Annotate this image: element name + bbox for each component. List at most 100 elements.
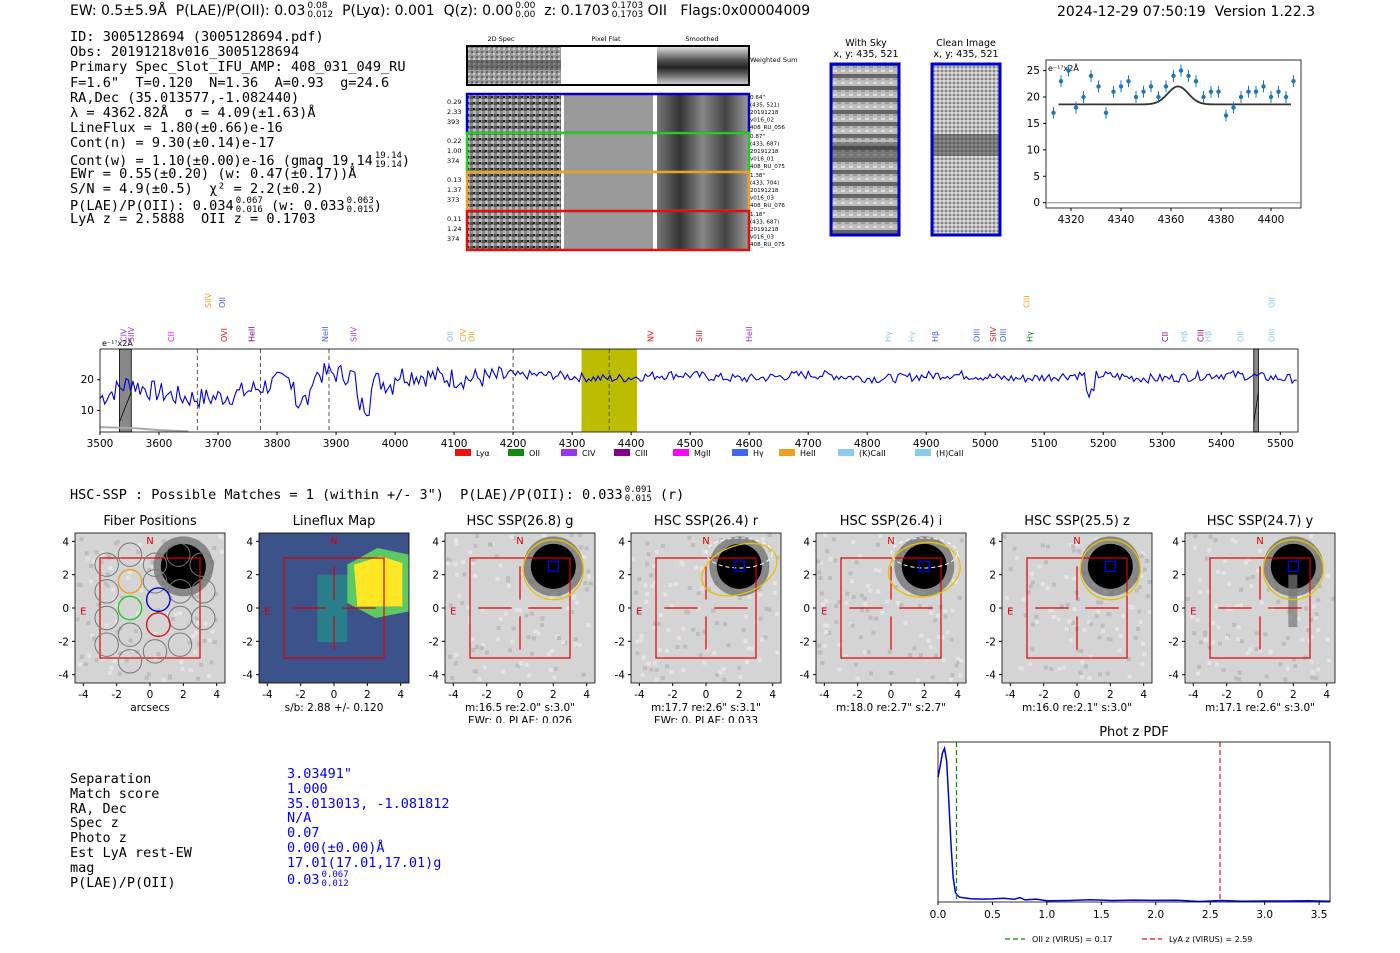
panel-title: HSC SSP(26.8) g: [466, 514, 573, 529]
linefit-point: [1148, 84, 1154, 89]
panel-xtick: 0: [147, 689, 154, 701]
label-plae: P(LAE)/P(OII): [70, 874, 176, 891]
east-label: E: [821, 607, 827, 618]
linefit-point: [1088, 73, 1094, 79]
sky-cutouts: [829, 62, 1002, 237]
panel-xtick: 4: [213, 689, 220, 701]
panel-ytick: 4: [246, 536, 253, 548]
spec2d-row-stat: 0.13: [447, 176, 461, 184]
line-label: HeII: [745, 326, 754, 342]
image-panels: Fiber Positions N E -4 -4 -2 -2 0 0 2 2 4 4 arcsecs Li…: [59, 514, 1336, 723]
linefit-point: [1291, 78, 1296, 84]
lambda-sigma: λ = 4362.82Å σ = 4.09(±1.63)Å: [70, 104, 316, 121]
legend-swatch: [508, 449, 524, 456]
line-label: OII: [468, 331, 477, 342]
panel-xtick: -2: [852, 689, 862, 701]
photoz-xtick: 1.5: [1093, 909, 1110, 921]
panel-ytick: 2: [432, 570, 439, 582]
linefit-point: [1051, 110, 1056, 116]
spec2d-row: 0.29 2.33 393 0.64" (435, 521)20191218 v016_0…: [447, 92, 785, 135]
legend-label: Hγ: [753, 449, 764, 458]
line-label: SiIV: [204, 292, 213, 308]
spectrum-ytick: 10: [81, 405, 94, 417]
line-label: OII: [218, 297, 227, 308]
panel-xtick: 2: [736, 689, 743, 701]
spec2d-row-meta: 1.38": [750, 173, 765, 179]
panel-caption: arcsecs: [130, 702, 169, 714]
value-plae: 0.03 0.067 0.012: [287, 869, 349, 889]
fiber-circle: [145, 587, 171, 613]
panel-ytick: -4: [59, 670, 70, 682]
linefit-point: [1081, 94, 1086, 100]
spec2d-row-meta: 20191218: [750, 188, 779, 194]
spec2d-row-meta: 408_RU_075: [750, 242, 785, 248]
photoz-xtick: 3.5: [1311, 909, 1328, 921]
legend-swatch: [779, 449, 795, 456]
source-ellipse: [1262, 539, 1324, 601]
weighted-sum-row: Weighted Sum: [466, 45, 797, 86]
line-label: OIII: [972, 329, 981, 342]
spec2d-row-meta: 1.18": [750, 212, 765, 218]
photoz-title: Phot z PDF: [1099, 725, 1169, 740]
panel-xtick: 2: [550, 689, 557, 701]
linefit-point: [1058, 78, 1064, 84]
catalog-marker: [1104, 560, 1116, 572]
spec2d-row-meta: v016_03: [750, 235, 774, 241]
match-labels: Separation Match score RA, Dec Spec z Ph…: [70, 772, 192, 890]
label-spec-z: Spec z: [70, 815, 119, 832]
linefit-ytick: 25: [1027, 65, 1040, 77]
observation: Obs: 20191218v016_3005128694: [70, 44, 300, 61]
panel-xtick: 0: [517, 689, 524, 701]
spec2d-row-meta: (433, 687): [750, 142, 779, 148]
spectrum-xtick: 3800: [264, 438, 291, 450]
image-panel: HSC SSP(26.8) g N E -4 -4 -2 -2 0 0 2 2 4 4 m:16.5 re…: [429, 514, 596, 723]
spectrum-xtick: 5000: [972, 438, 999, 450]
line-label: Hγ: [1025, 331, 1034, 342]
panel-ytick: 2: [803, 570, 810, 582]
panel-xtick: -4: [448, 689, 459, 701]
bright-source: [1270, 543, 1316, 589]
image-panel: Lineflux Map N E -4 -4 -2 -2 0 0 2 2 4 4 s/b: 2.88 +/…: [243, 514, 410, 714]
panel-ytick: -2: [800, 636, 810, 648]
panel-xtick: 4: [583, 689, 590, 701]
detection-id: ID: 3005128694 (3005128694.pdf): [70, 29, 324, 45]
line-label: CIV: [459, 328, 468, 342]
photoz-xtick: 2.0: [1147, 909, 1164, 921]
spectrum-xtick: 4400: [618, 438, 645, 450]
panel-xtick: 0: [331, 689, 338, 701]
spec2d-row-meta: (435, 521): [750, 103, 779, 109]
panel-caption: m:17.1 re:2.6" s:3.0": [1205, 702, 1315, 714]
line-label: NV: [647, 330, 656, 342]
spectrum-xtick: 4500: [677, 438, 704, 450]
photoz-xtick: 2.5: [1202, 909, 1219, 921]
panel-xtick: 4: [397, 689, 404, 701]
linefit-point: [1073, 105, 1079, 110]
panel-xtick: 2: [1107, 689, 1114, 701]
value-separation: 3.03491": [287, 766, 353, 782]
value-ra-dec: 35.013013, -1.081812: [287, 795, 450, 812]
photoz-pdf-chart: Phot z PDF 0.0 0.5 1.0 1.5 2.0 2.5 3.0 3.5 OII z …: [930, 725, 1331, 944]
panel-xtick: -2: [481, 689, 491, 701]
line-label: OII: [1237, 331, 1246, 342]
bright-source: [901, 543, 947, 589]
spec2d-row-meta: 408_RU_076: [750, 203, 785, 209]
panel-title: Lineflux Map: [293, 514, 376, 529]
spec2d-row: 0.11 1.24 374 1.18" (433, 687)20191218 v016_0…: [447, 209, 785, 252]
catalog-marker: [733, 560, 745, 572]
source-ellipse: [1079, 539, 1141, 601]
line-label: SiIV: [127, 326, 136, 342]
panel-ytick: 2: [989, 570, 996, 582]
label-ra-dec: RA, Dec: [70, 800, 127, 817]
panel-xtick: 2: [364, 689, 371, 701]
panel-ytick: 4: [618, 536, 625, 548]
panel-xtick: 0: [703, 689, 710, 701]
line-label: OII: [446, 331, 455, 342]
panel-xtick: 4: [954, 689, 961, 701]
panel-caption: s/b: 2.88 +/- 0.120: [285, 702, 384, 714]
panel-xtick: -4: [634, 689, 645, 701]
aperture-box: [1026, 557, 1128, 659]
source-ellipse: [887, 541, 961, 598]
detection-info: ID: 3005128694 (3005128694.pdf) Obs: 201…: [70, 29, 410, 227]
panel-ytick: 0: [432, 603, 439, 615]
line-label: CIII: [1197, 329, 1206, 342]
